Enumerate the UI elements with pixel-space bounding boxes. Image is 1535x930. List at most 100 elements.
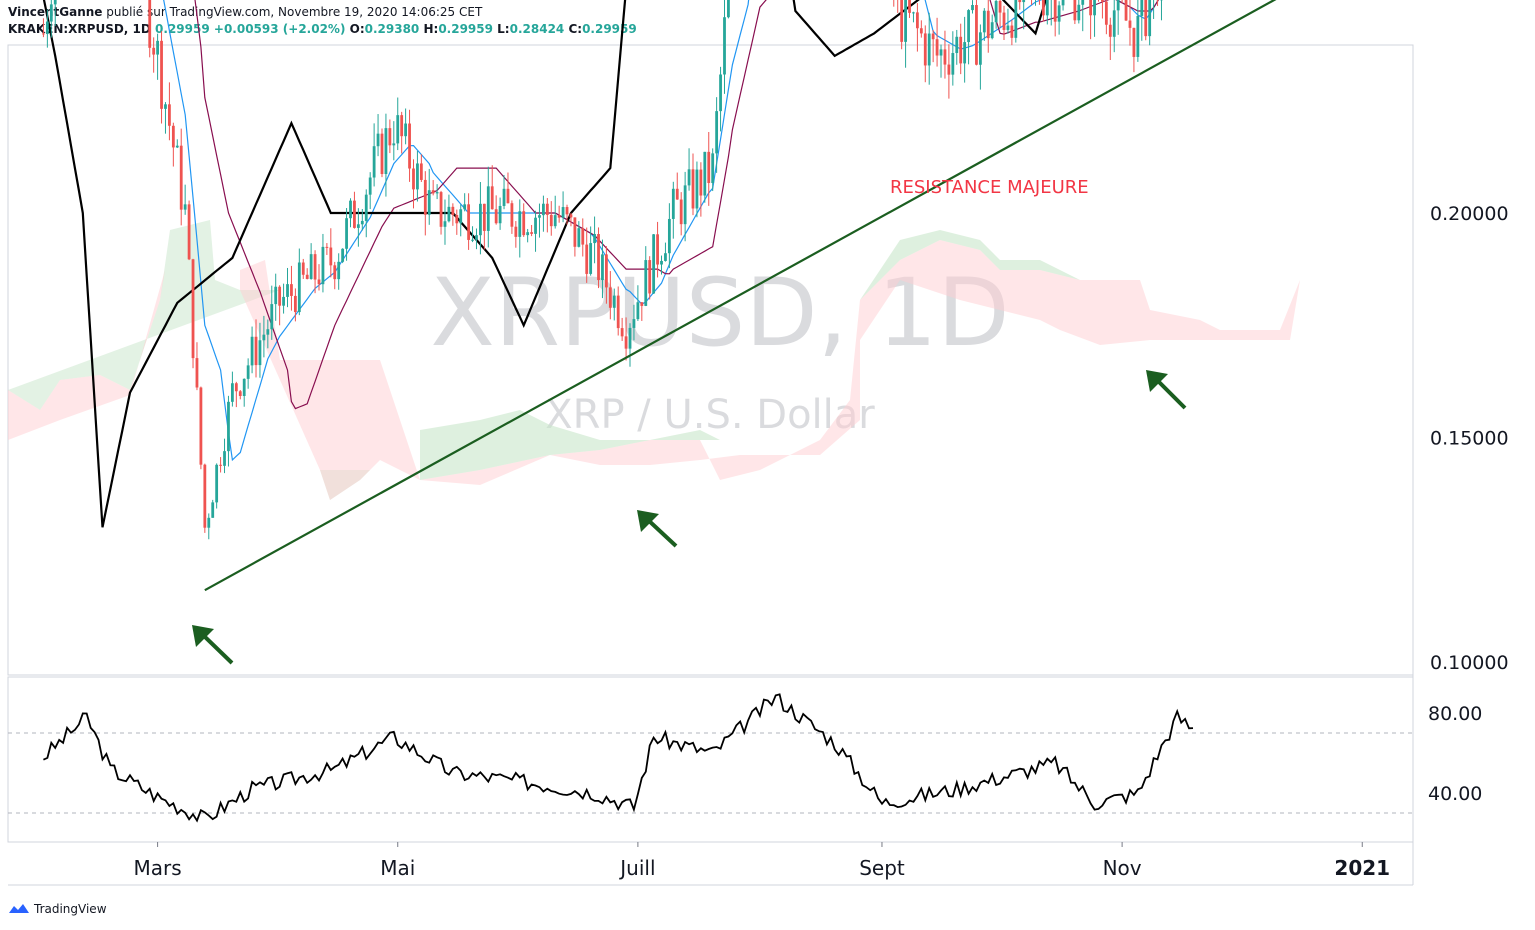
candle-body xyxy=(1073,0,1077,21)
candle-body xyxy=(356,224,360,228)
candle-body xyxy=(510,203,514,227)
candle-body xyxy=(498,205,502,224)
candle-body xyxy=(593,234,596,244)
candle-body xyxy=(1128,20,1132,28)
candle-body xyxy=(349,200,352,219)
candle-body xyxy=(187,204,191,260)
candle-body xyxy=(939,49,943,56)
candle-body xyxy=(502,188,506,206)
candle-body xyxy=(640,302,644,306)
candle-body xyxy=(652,234,656,294)
candle-body xyxy=(171,125,175,148)
arrow-annotations xyxy=(192,370,1187,665)
candle-body xyxy=(262,334,266,341)
candle-body xyxy=(471,239,474,241)
candle-body xyxy=(561,207,565,218)
candle-body xyxy=(683,185,687,225)
candle-body xyxy=(215,464,219,503)
candle-body xyxy=(435,192,439,194)
candle-body xyxy=(494,209,498,224)
candle-body xyxy=(1140,0,1144,16)
time-tick-label-0: Mars xyxy=(134,856,182,880)
candle-body xyxy=(908,0,911,13)
candle-body xyxy=(286,284,289,297)
candle-body xyxy=(270,304,274,330)
candle-body xyxy=(943,49,947,65)
candle-body xyxy=(431,190,435,194)
candle-body xyxy=(616,295,620,329)
candle-body xyxy=(620,328,624,337)
candle-body xyxy=(1108,24,1112,37)
candle-series xyxy=(42,0,1163,540)
candle-body xyxy=(695,169,699,209)
candle-body xyxy=(931,33,935,40)
candle-body xyxy=(207,517,211,528)
candle-body xyxy=(703,151,707,196)
candle-body xyxy=(309,254,313,279)
candle-body xyxy=(156,40,159,55)
rsi-tick-label-1: 40.00 xyxy=(1428,783,1482,805)
candle-body xyxy=(1144,0,1148,37)
candle-body xyxy=(1112,10,1116,37)
candle-body xyxy=(258,340,262,366)
low-label: L: xyxy=(497,22,510,36)
candle-body xyxy=(514,226,518,237)
candle-body xyxy=(183,204,187,210)
candle-body xyxy=(557,215,561,218)
candle-body xyxy=(337,261,341,280)
candle-body xyxy=(912,12,915,14)
arrow-march-low xyxy=(192,625,234,665)
candle-body xyxy=(388,128,392,146)
candle-body xyxy=(608,287,612,308)
candle-body xyxy=(242,378,246,396)
candle-body xyxy=(707,151,711,184)
time-tick-label-1: Mai xyxy=(380,856,415,880)
candle-body xyxy=(274,286,278,305)
candle-body xyxy=(671,188,675,219)
candle-body xyxy=(1041,0,1045,16)
price-axis: 0.25000 0.20000 0.15000 0.10000 xyxy=(1430,0,1509,674)
footer-brand[interactable]: TradingView xyxy=(34,902,107,916)
resistance-label: RESISTANCE MAJEURE xyxy=(890,177,1089,198)
candle-body xyxy=(321,246,325,285)
candle-body xyxy=(679,199,683,225)
candle-body xyxy=(699,169,703,196)
candle-body xyxy=(219,464,222,466)
price-change: +0.00593 (+2.02%) xyxy=(213,22,346,36)
candle-body xyxy=(723,17,726,75)
candle-body xyxy=(211,502,215,518)
candle-body xyxy=(644,260,648,306)
price-tick-label-2: 0.15000 xyxy=(1430,428,1509,450)
candle-body xyxy=(923,33,927,66)
rsi-line xyxy=(43,693,1194,823)
open-label: O: xyxy=(349,22,365,36)
candle-body xyxy=(1022,0,1026,3)
candle-body xyxy=(585,244,589,274)
candle-body xyxy=(396,115,400,144)
footer: TradingView xyxy=(8,902,107,916)
candle-body xyxy=(526,232,530,236)
candle-body xyxy=(955,36,959,54)
candle-body xyxy=(715,111,719,154)
time-tick-label-3: Sept xyxy=(859,856,905,880)
candle-body xyxy=(1116,0,1120,11)
candle-body xyxy=(951,53,955,75)
candle-body xyxy=(329,247,333,266)
candle-body xyxy=(577,228,581,247)
arrow-shaft xyxy=(1154,377,1187,410)
candle-body xyxy=(1053,0,1057,22)
trendline-group xyxy=(204,0,1277,592)
candle-body xyxy=(506,188,510,204)
candle-body xyxy=(959,36,963,64)
candle-body xyxy=(372,146,376,178)
candle-body xyxy=(223,451,226,466)
candle-body xyxy=(1057,5,1061,22)
candle-body xyxy=(530,232,533,234)
candle-body xyxy=(238,391,242,396)
candle-body xyxy=(482,203,486,231)
candle-body xyxy=(325,246,329,248)
candle-body xyxy=(234,383,238,392)
candle-body xyxy=(400,115,404,137)
candle-body xyxy=(919,28,923,34)
